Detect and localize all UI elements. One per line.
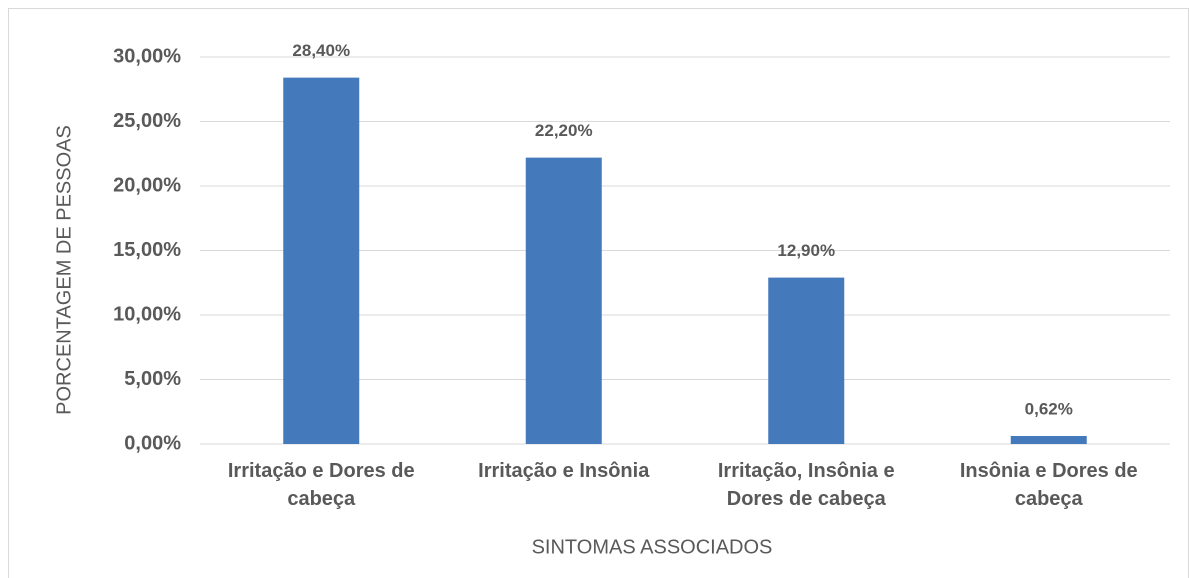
y-tick-label: 25,00% (113, 110, 181, 132)
data-label: 12,90% (777, 241, 835, 260)
y-tick-label: 0,00% (124, 432, 181, 454)
y-tick-label: 10,00% (113, 303, 181, 325)
bar (525, 157, 602, 444)
x-tick-label: Irritação e Dores de cabeça (227, 460, 415, 510)
x-axis-title: SINTOMAS ASSOCIADOS (532, 536, 773, 558)
y-tick-label: 5,00% (124, 368, 181, 390)
x-tick-label: Insônia e Dores de cabeça (959, 460, 1138, 510)
y-axis-title: PORCENTAGEM DE PESSOAS (53, 125, 75, 415)
bar (768, 277, 845, 444)
y-tick-label: 30,00% (113, 45, 181, 67)
x-tick-label: Irritação e Insônia (478, 460, 650, 482)
y-tick-label: 20,00% (113, 174, 181, 196)
x-tick-label: Irritação, Insônia e Dores de cabeça (717, 460, 895, 510)
bar (283, 77, 360, 444)
data-label: 28,40% (292, 41, 350, 60)
data-label: 0,62% (1025, 399, 1073, 418)
bar (1010, 436, 1087, 444)
data-label: 22,20% (535, 121, 593, 140)
y-tick-label: 15,00% (113, 239, 181, 261)
